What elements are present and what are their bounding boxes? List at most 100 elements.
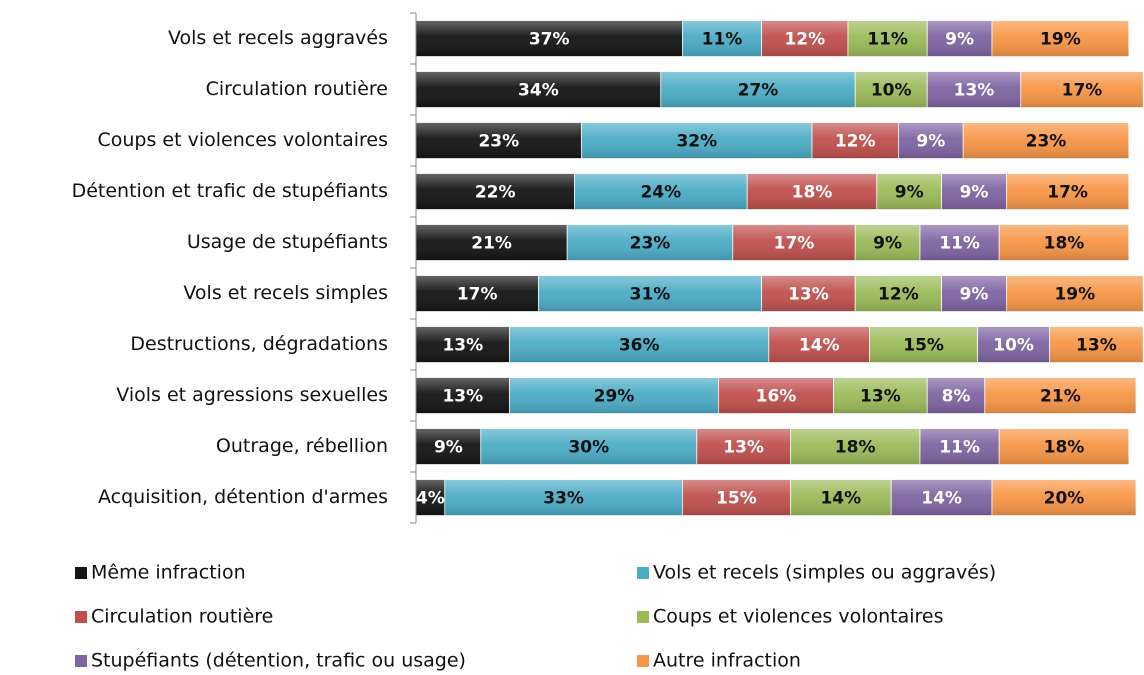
bar-shine (992, 479, 1136, 516)
bar-shine (790, 428, 920, 465)
value-label: 31% (630, 285, 671, 305)
legend-swatch (75, 567, 87, 579)
category-label: Outrage, rébellion (216, 435, 388, 457)
value-label: 20% (1044, 489, 1085, 509)
value-label: 27% (738, 81, 779, 101)
bar-shine (480, 428, 697, 465)
value-label: 13% (860, 387, 901, 407)
bar-shine (927, 71, 1021, 108)
value-label: 9% (916, 132, 945, 152)
category-label: Coups et violences volontaires (97, 129, 388, 151)
value-label: 32% (676, 132, 717, 152)
value-label: 36% (619, 336, 660, 356)
value-label: 9% (873, 234, 902, 254)
value-label: 12% (835, 132, 876, 152)
legend-swatch (637, 655, 649, 667)
value-label: 18% (835, 438, 876, 458)
value-label: 14% (799, 336, 840, 356)
value-label: 18% (792, 183, 833, 203)
bar-shine (567, 224, 733, 261)
bar-shine (416, 326, 510, 363)
value-label: 15% (903, 336, 944, 356)
bar-shine (416, 224, 568, 261)
value-label: 23% (630, 234, 671, 254)
value-label: 29% (594, 387, 635, 407)
value-label: 13% (954, 81, 995, 101)
bar-shine (747, 173, 877, 210)
bar-shine (855, 71, 928, 108)
value-label: 11% (939, 438, 980, 458)
bar-shine (812, 122, 899, 159)
value-label: 17% (774, 234, 815, 254)
bar-shine (941, 275, 1007, 312)
legend-swatch (75, 655, 87, 667)
legend-label: Même infraction (91, 562, 246, 584)
bar-shine (999, 224, 1129, 261)
bar-shine (848, 20, 928, 57)
bar-shine (1049, 326, 1144, 363)
bar-shine (927, 377, 985, 414)
bar-shine (416, 479, 445, 516)
value-label: 10% (871, 81, 912, 101)
legend-swatch (637, 611, 649, 623)
bar-shine (855, 224, 920, 261)
bar-shine (660, 71, 856, 108)
bar-shine (992, 20, 1129, 57)
legend-label: Circulation routière (91, 606, 273, 628)
value-label: 19% (1054, 285, 1095, 305)
value-label: 11% (867, 30, 908, 50)
bar-shine (416, 275, 539, 312)
category-label: Destructions, dégradations (130, 333, 388, 355)
bar-shine (682, 20, 762, 57)
bar-shine (941, 173, 1007, 210)
bar-shine (416, 122, 582, 159)
value-label: 11% (939, 234, 980, 254)
bar-shine (1006, 275, 1144, 312)
value-label: 17% (457, 285, 498, 305)
value-label: 13% (788, 285, 829, 305)
bar-shine (509, 377, 719, 414)
legend-label: Vols et recels (simples ou aggravés) (653, 562, 996, 584)
value-label: 18% (1044, 234, 1085, 254)
bar-shine (891, 479, 992, 516)
value-label: 14% (921, 489, 962, 509)
category-label: Circulation routière (206, 78, 388, 100)
category-label: Détention et trafic de stupéfiants (72, 180, 388, 202)
value-label: 13% (1076, 336, 1117, 356)
value-label: 17% (1047, 183, 1088, 203)
bar-shine (509, 326, 769, 363)
value-label: 12% (784, 30, 825, 50)
value-label: 33% (543, 489, 584, 509)
bar-shine (416, 71, 661, 108)
bar-shine (682, 479, 791, 516)
category-label: Acquisition, détention d'armes (98, 486, 388, 508)
bar-shine (790, 479, 892, 516)
bar-shine (920, 224, 1000, 261)
value-label: 24% (640, 183, 681, 203)
bar-shine (977, 326, 1050, 363)
bar-shine (581, 122, 812, 159)
bar-shine (984, 377, 1136, 414)
value-label: 9% (945, 30, 974, 50)
bar-shine (1006, 173, 1129, 210)
value-label: 8% (942, 387, 971, 407)
value-label: 21% (471, 234, 512, 254)
category-label: Vols et recels simples (183, 282, 388, 304)
legend-swatch (75, 611, 87, 623)
legend-label: Autre infraction (653, 650, 801, 672)
bar-shine (416, 20, 683, 57)
category-label: Usage de stupéfiants (187, 231, 388, 253)
bar-shine (999, 428, 1129, 465)
legend-label: Coups et violences volontaires (653, 606, 944, 628)
value-label: 37% (529, 30, 570, 50)
bar-shine (416, 377, 510, 414)
bar-shine (538, 275, 762, 312)
bar-shine (920, 428, 1000, 465)
bar-shine (732, 224, 856, 261)
bar-shine (718, 377, 834, 414)
bar-shine (444, 479, 683, 516)
value-label: 13% (442, 336, 483, 356)
value-label: 9% (960, 183, 989, 203)
bar-shine (927, 20, 992, 57)
value-label: 17% (1062, 81, 1103, 101)
